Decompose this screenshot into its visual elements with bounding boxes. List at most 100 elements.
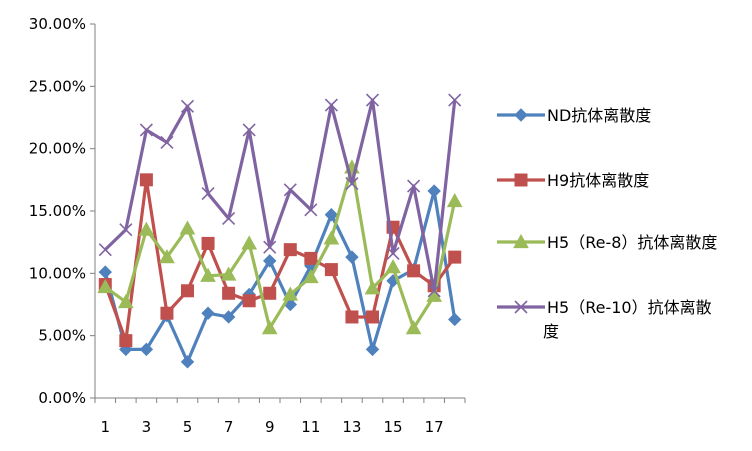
- data-point: [364, 280, 381, 295]
- data-point: [448, 312, 462, 327]
- data-point: [139, 173, 153, 187]
- data-point: [283, 243, 297, 257]
- data-point: [407, 264, 421, 278]
- data-point: [365, 342, 380, 357]
- data-point-stroke: [263, 240, 277, 254]
- data-point: [97, 279, 114, 294]
- data-point: [242, 123, 256, 137]
- data-point: [448, 250, 462, 264]
- data-point-stroke: [98, 243, 112, 257]
- data-point: [180, 355, 195, 369]
- data-point: [302, 269, 319, 284]
- data-point-stroke: [242, 123, 256, 137]
- x-tick-label: 15: [384, 418, 403, 436]
- data-point: [385, 259, 401, 274]
- data-point: [138, 221, 155, 236]
- data-point: [98, 243, 112, 257]
- data-point: [345, 250, 359, 264]
- chart-ticks: 0.00% 5.00% 10.00% 15.00% 20.00% 25.00% 30.00%…: [29, 15, 466, 436]
- legend-item-2: H9抗体离散度: [497, 171, 649, 190]
- data-point: [98, 265, 112, 279]
- data-point: [201, 306, 215, 320]
- data-point: [222, 286, 236, 300]
- y-tick-label: 25.00%: [29, 77, 86, 95]
- data-point-stroke: [324, 98, 338, 112]
- data-point-stroke: [514, 300, 528, 314]
- y-tick-label: 0.00%: [38, 389, 86, 407]
- data-point: [201, 186, 215, 201]
- data-point-stroke: [386, 246, 400, 260]
- x-tick-label: 13: [342, 418, 361, 436]
- data-point: [365, 93, 380, 107]
- data-point: [242, 294, 256, 308]
- data-point: [386, 246, 400, 260]
- data-point: [261, 320, 278, 335]
- data-point: [323, 230, 340, 245]
- data-point: [139, 123, 153, 137]
- series-line: [103, 178, 457, 343]
- data-point: [241, 235, 258, 250]
- data-point: [446, 192, 463, 208]
- data-point: [345, 177, 359, 191]
- legend-item-4: H5（Re-10）抗体离散度: [497, 298, 712, 341]
- data-point: [117, 293, 134, 309]
- chart-legend: ND抗体离散度 H9抗体离散度 H5（Re-8）抗体离散度 H5（Re-10）抗体离散…: [497, 106, 717, 341]
- legend-label: H9抗体离散度: [547, 171, 649, 190]
- data-point: [514, 173, 528, 187]
- data-point: [222, 211, 236, 226]
- data-point: [405, 320, 422, 335]
- data-point: [304, 203, 318, 217]
- data-point: [282, 286, 299, 301]
- data-point-stroke: [448, 93, 462, 107]
- x-tick-label: 9: [265, 418, 275, 436]
- data-point: [283, 183, 297, 197]
- data-point-stroke: [283, 183, 297, 197]
- y-tick-label: 30.00%: [29, 15, 86, 33]
- data-point: [345, 310, 359, 324]
- data-point: [366, 310, 379, 324]
- data-point-stroke: [180, 99, 195, 113]
- data-point: [201, 236, 215, 250]
- data-point: [200, 267, 216, 282]
- legend-item-1: ND抗体离散度: [497, 106, 651, 125]
- legend-label: H5（Re-8）抗体离散度: [547, 233, 717, 252]
- x-tick-label: 5: [183, 418, 193, 436]
- data-point: [304, 251, 318, 265]
- data-point: [159, 249, 175, 264]
- data-point: [263, 286, 277, 300]
- x-tick-label: 3: [142, 418, 152, 436]
- data-point-stroke: [345, 177, 359, 191]
- data-point-stroke: [222, 211, 236, 226]
- data-point: [160, 306, 174, 320]
- data-point: [160, 135, 174, 149]
- series-4: [98, 93, 462, 298]
- data-point: [263, 254, 277, 268]
- x-tick-label: 7: [224, 418, 234, 436]
- data-point-stroke: [365, 93, 380, 107]
- data-point-stroke: [160, 135, 174, 149]
- legend-label: ND抗体离散度: [547, 106, 651, 125]
- data-point-stroke: [139, 123, 153, 137]
- data-point: [514, 108, 528, 122]
- data-point: [180, 99, 195, 113]
- data-point: [221, 310, 236, 324]
- data-point: [324, 98, 338, 112]
- legend-item-3: H5（Re-8）抗体离散度: [497, 233, 717, 252]
- data-point: [448, 93, 462, 107]
- data-point: [407, 179, 421, 193]
- data-point: [514, 300, 528, 314]
- chart-series: [97, 93, 463, 369]
- y-tick-label: 20.00%: [29, 140, 86, 158]
- data-point: [513, 233, 529, 249]
- series-line: [104, 98, 457, 293]
- y-tick-label: 10.00%: [29, 264, 86, 282]
- y-tick-label: 5.00%: [38, 327, 86, 345]
- data-point-stroke: [119, 223, 133, 237]
- series-2: [98, 173, 462, 348]
- y-tick-label: 15.00%: [29, 202, 86, 220]
- data-point-stroke: [407, 179, 421, 193]
- data-point: [427, 184, 441, 198]
- data-point: [427, 284, 441, 298]
- series-3: [97, 159, 463, 335]
